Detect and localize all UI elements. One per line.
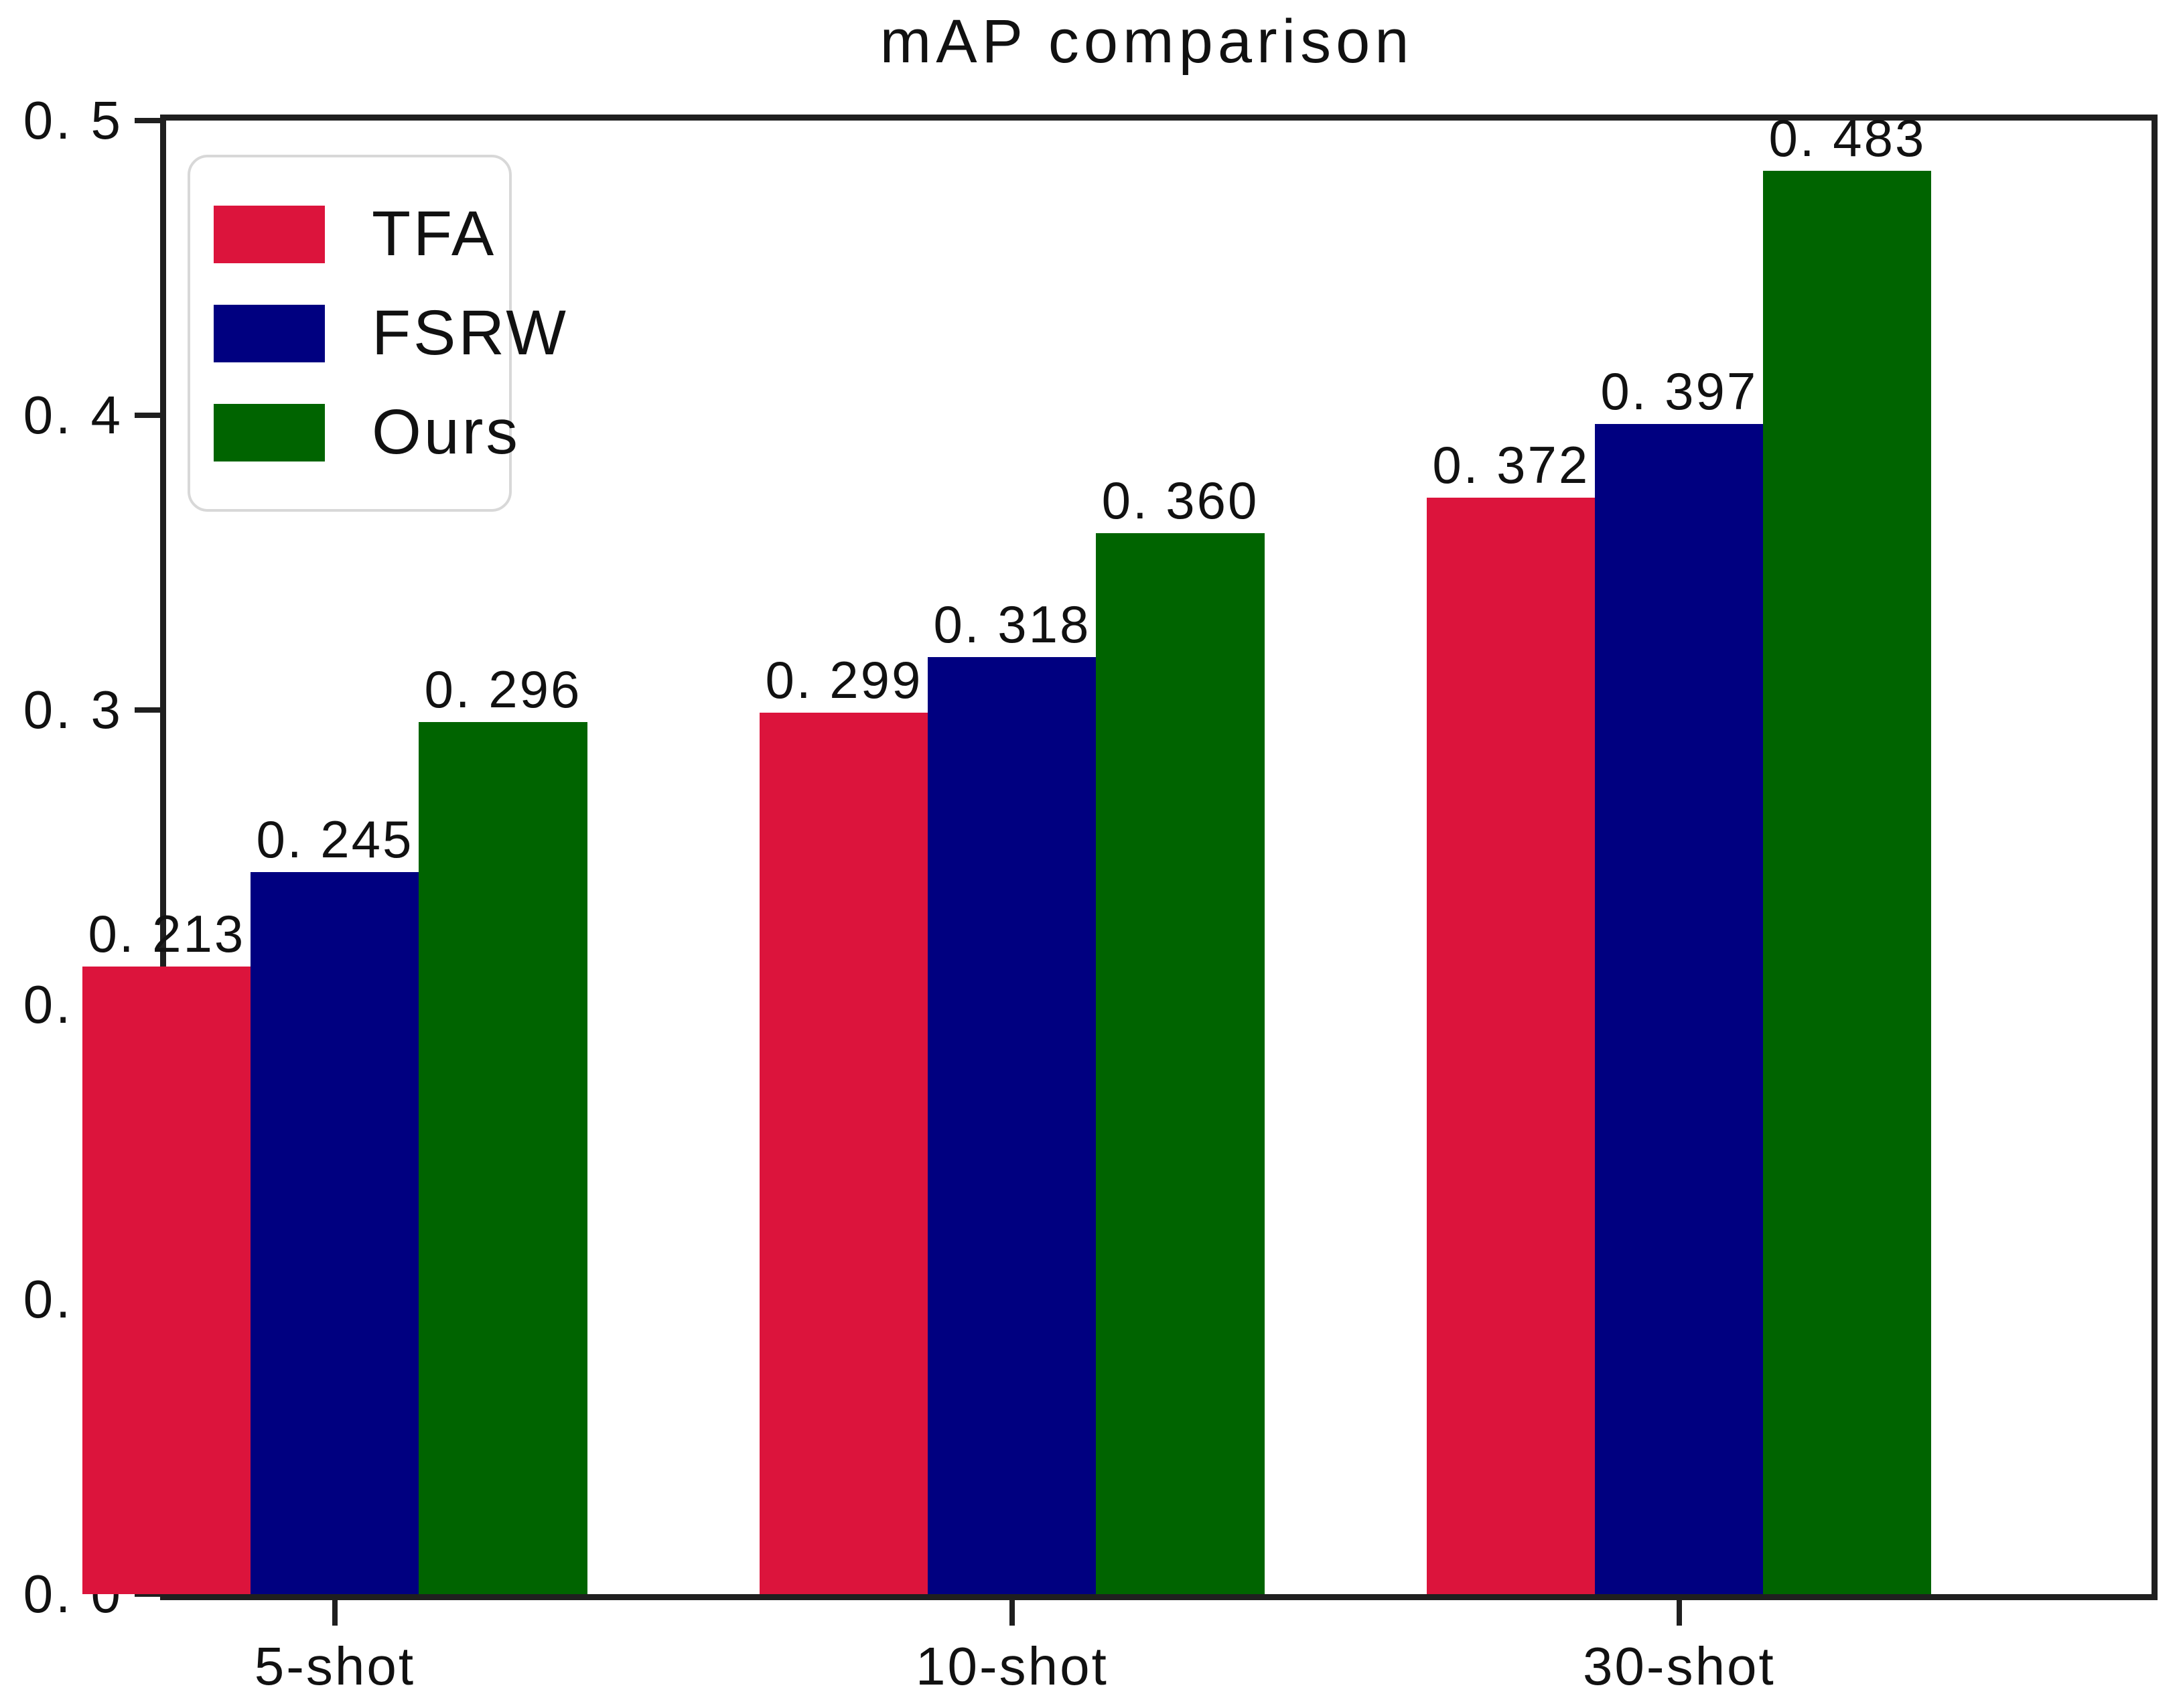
x-axis-tick-label: 10-shot (916, 1636, 1109, 1696)
y-axis-tick-label: 0. 4 (23, 385, 123, 445)
legend-item-ours: Ours (214, 401, 518, 464)
legend-swatch-tfa (214, 205, 325, 263)
y-axis-tick-mark (135, 707, 160, 713)
legend-label-ours: Ours (372, 397, 520, 468)
legend-item-fsrw: FSRW (214, 301, 566, 365)
x-axis-tick-label: 30-shot (1582, 1636, 1776, 1696)
bar-value-label: 0. 397 (1600, 362, 1758, 421)
legend-item-tfa: TFA (214, 202, 502, 266)
bar-value-label: 0. 360 (1101, 471, 1259, 530)
y-axis-tick-mark (135, 413, 160, 418)
bar-tfa-30-shot (1427, 498, 1596, 1594)
bar-ours-5-shot (419, 721, 587, 1594)
bar-value-label: 0. 318 (933, 594, 1091, 654)
x-axis-tick-mark (1676, 1600, 1682, 1626)
legend-label-tfa: TFA (372, 198, 497, 270)
x-axis-tick-mark (332, 1600, 338, 1626)
bar-fsrw-30-shot (1595, 424, 1764, 1594)
y-axis-tick-mark (135, 1591, 160, 1597)
bar-value-label: 0. 296 (424, 659, 582, 719)
bar-value-label: 0. 372 (1432, 435, 1590, 495)
plot-area: TFA FSRW Ours 0. 0 0. 1 0. 2 0. 3 0. 4 0. 5 5-… (23, 94, 2158, 1693)
legend-swatch-ours (214, 403, 325, 461)
y-axis-tick-mark (135, 118, 160, 123)
bar-ours-10-shot (1096, 533, 1265, 1594)
bar-tfa-10-shot (760, 713, 928, 1594)
bar-tfa-5-shot (82, 966, 251, 1594)
x-axis-tick-mark (1009, 1600, 1015, 1626)
y-axis-tick-label: 0. 3 (23, 680, 123, 739)
x-axis-tick-label: 5-shot (254, 1636, 416, 1696)
bar-fsrw-10-shot (928, 656, 1097, 1594)
y-axis-tick-label: 0. 5 (23, 90, 123, 150)
bar-value-label: 0. 299 (765, 650, 923, 710)
bar-value-label: 0. 483 (1768, 108, 1926, 167)
legend-swatch-fsrw (214, 304, 325, 362)
bar-value-label: 0. 213 (88, 904, 246, 963)
legend: TFA FSRW Ours (188, 155, 566, 512)
bar-value-label: 0. 245 (256, 810, 414, 869)
bar-ours-30-shot (1763, 170, 1932, 1594)
bar-fsrw-5-shot (251, 872, 419, 1594)
chart-title: mAP comparison (879, 7, 1414, 76)
legend-label-fsrw: FSRW (372, 297, 569, 369)
